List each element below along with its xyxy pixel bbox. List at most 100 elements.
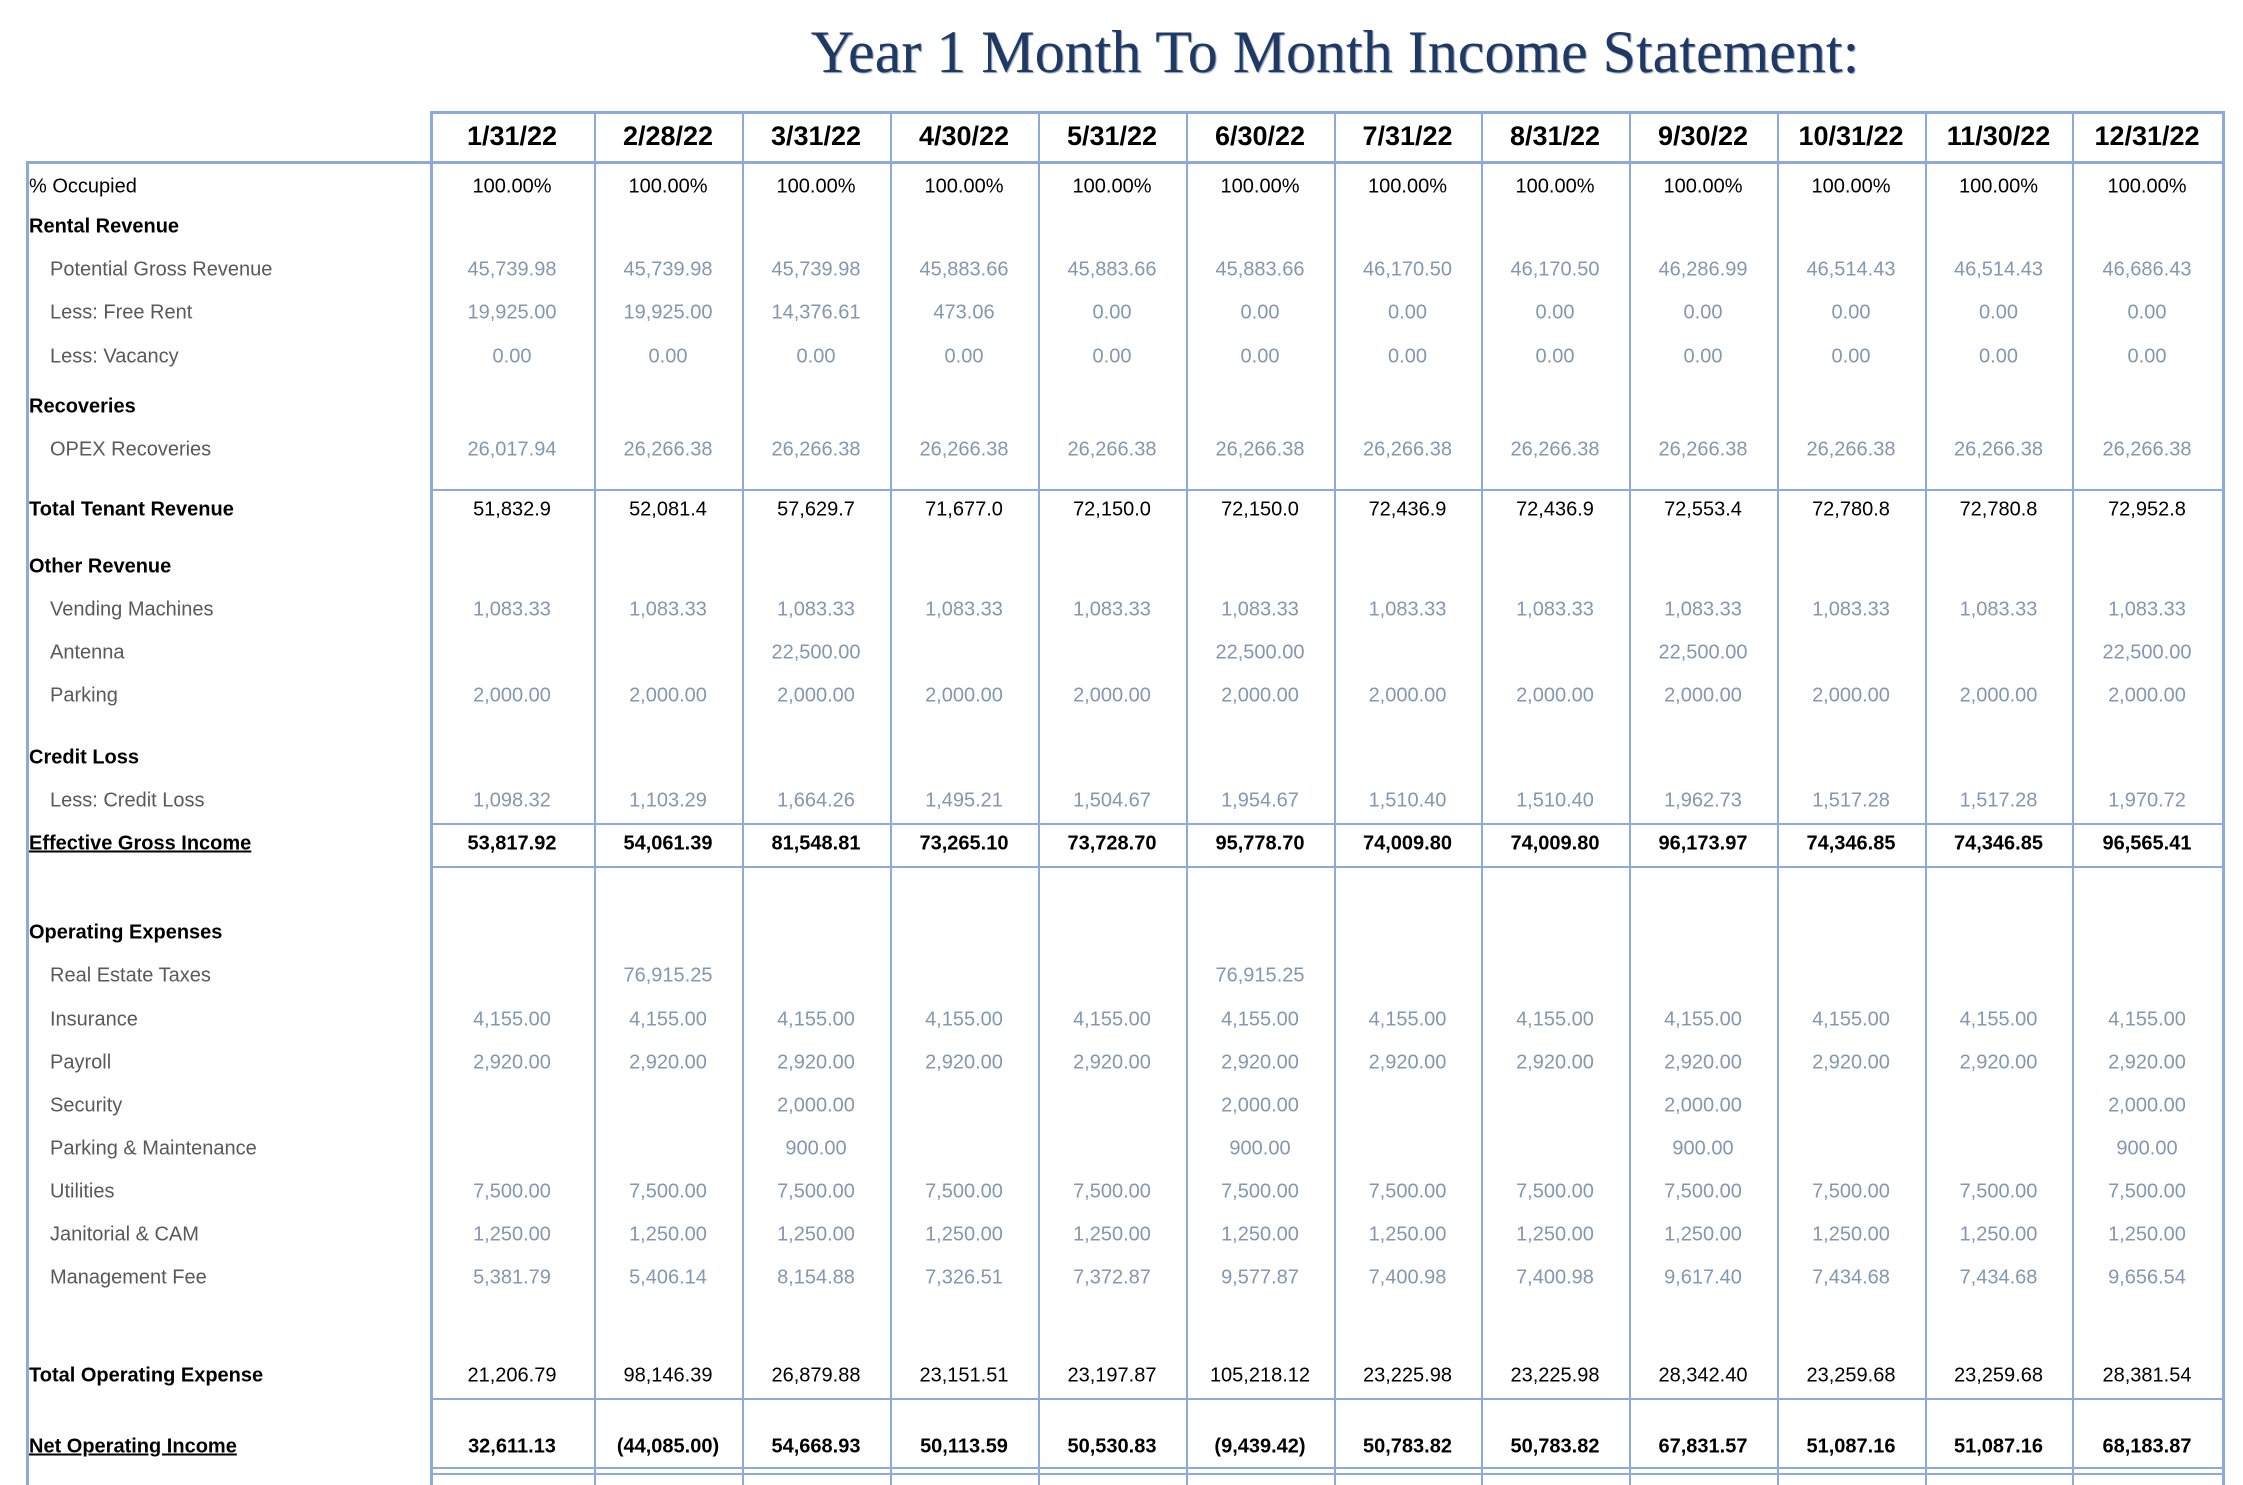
value-cell: 26,266.38 <box>1363 438 1452 461</box>
value-cell: 72,952.8 <box>2108 498 2186 521</box>
value-cell: 26,266.38 <box>2102 438 2192 461</box>
value-cell: 68,183.87 <box>2102 1435 2192 1458</box>
value-cell: 72,436.9 <box>1368 498 1447 521</box>
value-cell: 900.00 <box>1672 1137 1734 1160</box>
value-cell: 26,266.38 <box>919 438 1009 461</box>
value-cell: 1,517.28 <box>1812 789 1890 812</box>
value-cell: 50,783.82 <box>1363 1435 1452 1458</box>
header-bottom-border <box>26 161 2225 164</box>
column-header-date: 8/31/22 <box>1509 121 1601 151</box>
value-cell: 23,259.68 <box>1806 1364 1896 1387</box>
value-cell: 1,510.40 <box>1516 789 1594 812</box>
row-label: Insurance <box>50 1008 138 1031</box>
value-cell: 7,500.00 <box>1073 1180 1151 1203</box>
value-cell: 73,265.10 <box>919 832 1009 855</box>
value-cell: 1,250.00 <box>1368 1223 1447 1246</box>
value-cell: 46,170.50 <box>1510 258 1600 281</box>
value-cell: 2,000.00 <box>1516 684 1594 707</box>
value-cell: 4,155.00 <box>629 1008 707 1031</box>
value-cell: 7,500.00 <box>1812 1180 1890 1203</box>
value-cell: 1,083.33 <box>1812 598 1890 621</box>
value-cell: 2,000.00 <box>925 684 1003 707</box>
value-cell: 1,083.33 <box>1221 598 1299 621</box>
row-divider <box>430 823 2225 825</box>
value-cell: 54,668.93 <box>771 1435 861 1458</box>
row-label: Real Estate Taxes <box>50 964 211 987</box>
row-label: Rental Revenue <box>29 215 180 238</box>
value-cell: 4,155.00 <box>1812 1008 1890 1031</box>
row-label: Less: Credit Loss <box>50 789 205 812</box>
value-cell: 2,000.00 <box>777 684 855 707</box>
value-cell: 23,225.98 <box>1363 1364 1452 1387</box>
value-cell: 4,155.00 <box>473 1008 551 1031</box>
row-label: Less: Vacancy <box>50 345 179 368</box>
column-divider <box>594 111 596 1485</box>
value-cell: 100.00% <box>1515 175 1595 198</box>
value-cell: 9,656.54 <box>2108 1266 2186 1289</box>
value-cell: 7,400.98 <box>1516 1266 1594 1289</box>
value-cell: 2,920.00 <box>1221 1051 1299 1074</box>
value-cell: 2,920.00 <box>1812 1051 1890 1074</box>
row-label: Vending Machines <box>50 598 214 621</box>
value-cell: 1,250.00 <box>925 1223 1003 1246</box>
value-cell: 72,150.0 <box>1221 498 1299 521</box>
row-label: OPEX Recoveries <box>50 438 212 461</box>
value-cell: 23,259.68 <box>1954 1364 2043 1387</box>
value-cell: 45,883.66 <box>919 258 1009 281</box>
value-cell: 50,113.59 <box>920 1435 1008 1458</box>
value-cell: 7,500.00 <box>1664 1180 1742 1203</box>
value-cell: 2,000.00 <box>1664 1094 1742 1117</box>
row-label: Total Tenant Revenue <box>29 498 234 521</box>
value-cell: 72,780.8 <box>1959 498 2038 521</box>
value-cell: 0.00 <box>1240 345 1280 368</box>
value-cell: 46,170.50 <box>1363 258 1452 281</box>
value-cell: 1,083.33 <box>925 598 1003 621</box>
value-cell: 0.00 <box>1388 345 1427 368</box>
value-cell: 7,500.00 <box>1959 1180 2038 1203</box>
value-cell: 2,920.00 <box>473 1051 551 1074</box>
value-cell: 72,553.4 <box>1664 498 1742 521</box>
value-cell: 2,920.00 <box>1368 1051 1447 1074</box>
row-label: Janitorial & CAM <box>50 1223 199 1246</box>
column-divider <box>890 111 892 1485</box>
value-cell: 1,083.33 <box>1368 598 1447 621</box>
value-cell: 2,920.00 <box>925 1051 1003 1074</box>
value-cell: 100.00% <box>1220 175 1300 198</box>
value-cell: 7,500.00 <box>629 1180 707 1203</box>
value-cell: 2,000.00 <box>1221 684 1299 707</box>
column-divider <box>1334 111 1336 1485</box>
value-cell: 1,250.00 <box>1959 1223 2038 1246</box>
value-cell: 2,920.00 <box>777 1051 855 1074</box>
value-cell: 45,739.98 <box>623 258 713 281</box>
value-cell: 1,510.40 <box>1368 789 1447 812</box>
value-cell: 51,832.9 <box>473 498 551 521</box>
row-divider <box>430 1398 2225 1400</box>
column-divider <box>1186 111 1188 1485</box>
value-cell: 0.00 <box>1831 301 1871 324</box>
value-cell: 1,083.33 <box>777 598 855 621</box>
value-cell: 14,376.61 <box>771 301 861 324</box>
value-cell: 26,266.38 <box>623 438 713 461</box>
column-divider <box>430 111 433 1485</box>
value-cell: 73,728.70 <box>1067 832 1157 855</box>
value-cell: 2,920.00 <box>1516 1051 1594 1074</box>
value-cell: 96,173.97 <box>1658 832 1748 855</box>
value-cell: 5,406.14 <box>629 1266 707 1289</box>
value-cell: 100.00% <box>776 175 856 198</box>
value-cell: 2,000.00 <box>1959 684 2038 707</box>
value-cell: 71,677.0 <box>925 498 1003 521</box>
value-cell: 81,548.81 <box>771 832 861 855</box>
value-cell: 100.00% <box>924 175 1004 198</box>
value-cell: 53,817.92 <box>467 832 557 855</box>
value-cell: 26,879.88 <box>771 1364 861 1387</box>
value-cell: 8,154.88 <box>777 1266 855 1289</box>
value-cell: 4,155.00 <box>925 1008 1003 1031</box>
row-divider <box>430 1473 2225 1475</box>
value-cell: 72,150.0 <box>1073 498 1151 521</box>
value-cell: 1,954.67 <box>1221 789 1299 812</box>
value-cell: 0.00 <box>1979 301 2018 324</box>
value-cell: 7,500.00 <box>473 1180 551 1203</box>
value-cell: 2,920.00 <box>1073 1051 1151 1074</box>
value-cell: 900.00 <box>2116 1137 2178 1160</box>
value-cell: 4,155.00 <box>1073 1008 1151 1031</box>
